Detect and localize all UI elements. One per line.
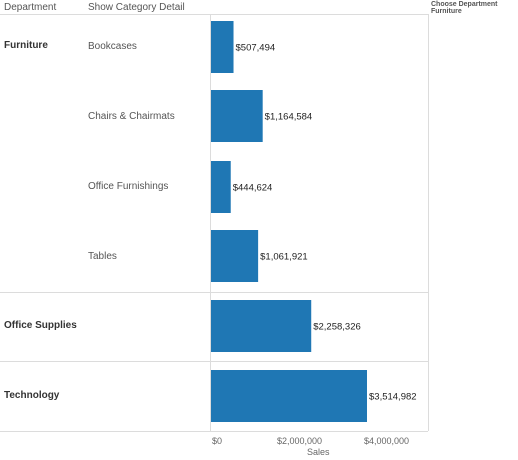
value-label-tables: $1,061,921 — [260, 252, 308, 263]
chart-left-border — [210, 14, 211, 431]
category-label-tables[interactable]: Tables — [88, 251, 117, 262]
department-column-header: Department — [4, 2, 57, 13]
group-divider — [0, 361, 428, 362]
x-tick-label: $2,000,000 — [277, 436, 323, 446]
bar-bookcases[interactable] — [211, 21, 234, 73]
x-axis-title: Sales — [307, 447, 330, 457]
bar-tables[interactable] — [211, 230, 259, 282]
header-divider — [0, 14, 428, 15]
bar-chairs-chairmats[interactable] — [211, 90, 263, 142]
axis-baseline — [0, 431, 428, 432]
value-label-office-supplies: $2,258,326 — [313, 322, 361, 333]
filter-value[interactable]: Furniture — [431, 8, 462, 15]
category-column-header[interactable]: Show Category Detail — [88, 2, 185, 13]
category-label-bookcases[interactable]: Bookcases — [88, 41, 137, 52]
value-label-chairs-chairmats: $1,164,584 — [265, 112, 313, 123]
group-divider — [0, 292, 428, 293]
department-label-furniture[interactable]: Furniture — [4, 40, 48, 51]
value-label-technology: $3,514,982 — [369, 392, 417, 403]
department-label-office-supplies[interactable]: Office Supplies — [4, 320, 77, 331]
category-label-office-furnishings[interactable]: Office Furnishings — [88, 181, 169, 192]
x-tick-label: $4,000,000 — [364, 436, 410, 446]
category-label-chairs-chairmats[interactable]: Chairs & Chairmats — [88, 111, 175, 122]
value-label-bookcases: $507,494 — [236, 43, 276, 54]
bar-technology[interactable] — [211, 370, 367, 422]
value-label-office-furnishings: $444,624 — [233, 183, 273, 194]
x-tick-label: $0 — [212, 436, 223, 446]
chart-right-border — [428, 14, 429, 431]
department-label-technology[interactable]: Technology — [4, 390, 60, 401]
bar-office-furnishings[interactable] — [211, 161, 231, 213]
bar-office-supplies[interactable] — [211, 300, 312, 352]
filter-title: Choose Department — [431, 1, 498, 8]
